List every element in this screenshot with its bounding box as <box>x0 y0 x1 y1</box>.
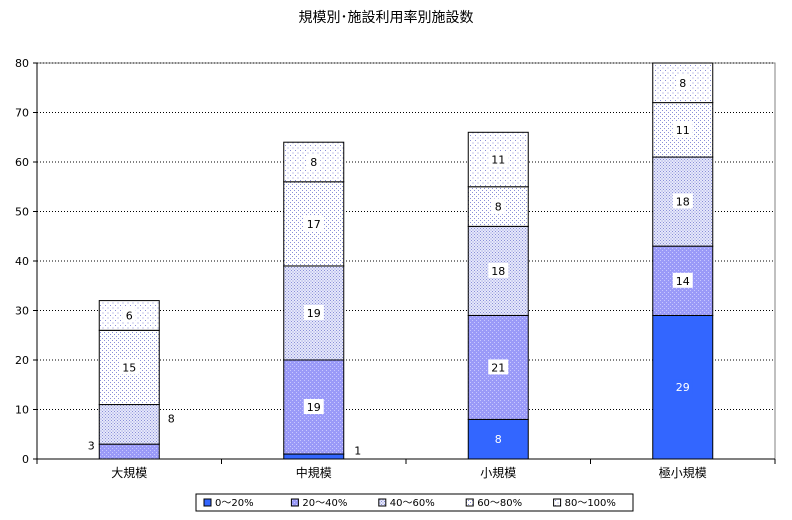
chart-title: 規模別･施設利用率別施設数 <box>299 9 474 26</box>
x-tick-label: 大規模 <box>111 465 147 480</box>
data-label: 8 <box>168 412 175 425</box>
data-label-bg <box>491 198 505 214</box>
data-label-bg <box>119 359 140 375</box>
x-tick-label: 中規模 <box>296 465 332 480</box>
data-label-bg <box>672 379 693 395</box>
axes: 0 10 20 30 40 50 60 70 80 大規模 中規模 小規模 極小規模 <box>15 57 776 480</box>
y-tick-label: 0 <box>22 453 29 466</box>
y-tick-label: 40 <box>15 255 29 268</box>
data-label-bg <box>303 215 324 231</box>
data-label: 19 <box>307 401 321 414</box>
bars <box>98 62 714 460</box>
bar-segment <box>98 404 160 445</box>
data-label: 21 <box>491 361 505 374</box>
legend-swatch <box>203 498 212 507</box>
data-label-bg <box>303 399 324 415</box>
data-label-bg <box>303 304 324 320</box>
x-tick-label: 小規模 <box>480 465 516 480</box>
data-label-bg <box>488 359 509 375</box>
legend-label: 80～100% <box>565 498 616 509</box>
legend-swatch <box>378 498 387 507</box>
data-label: 8 <box>310 156 317 169</box>
data-label: 29 <box>676 381 690 394</box>
legend-swatch <box>465 498 474 507</box>
data-label-bg <box>488 262 509 278</box>
legend-box <box>195 493 634 512</box>
y-tick-label: 50 <box>15 206 29 219</box>
legend: 0～20% 20～40% 40～60% 60～80% 80～100% <box>195 493 634 512</box>
legend-swatch <box>553 498 562 507</box>
y-tick-label: 10 <box>15 404 29 417</box>
data-label: 3 <box>88 440 95 453</box>
data-label: 18 <box>676 196 690 209</box>
bar-segment <box>98 443 160 460</box>
y-tick-label: 70 <box>15 107 29 120</box>
data-label: 6 <box>126 309 133 322</box>
data-label: 19 <box>307 307 321 320</box>
data-label-bg <box>122 307 136 323</box>
data-label-bg <box>672 121 693 137</box>
data-label: 15 <box>122 361 136 374</box>
bar-segment <box>283 453 345 460</box>
data-label-bg <box>307 154 321 169</box>
y-tick-label: 20 <box>15 354 29 367</box>
data-label: 1 <box>354 445 361 458</box>
data-label: 8 <box>679 77 686 90</box>
legend-label: 20～40% <box>302 498 347 509</box>
y-tick-label: 80 <box>15 57 29 70</box>
data-label: 8 <box>495 201 502 214</box>
y-tick-label: 60 <box>15 156 29 169</box>
gridlines <box>36 62 776 460</box>
y-tick-label: 30 <box>15 305 29 318</box>
legend-label: 60～80% <box>477 498 522 509</box>
data-label-bg <box>488 151 509 167</box>
legend-swatch <box>290 498 299 507</box>
legend-label: 40～60% <box>390 498 435 509</box>
data-label: 11 <box>491 154 505 167</box>
data-label-bg <box>491 431 505 447</box>
data-label-bg <box>676 74 690 90</box>
data-label: 18 <box>491 265 505 278</box>
data-label-bg <box>672 272 693 288</box>
data-label: 17 <box>307 218 321 231</box>
data-label: 8 <box>495 433 502 446</box>
data-label: 14 <box>676 275 690 288</box>
x-tick-label: 極小規模 <box>659 465 707 480</box>
data-label-bg <box>672 193 693 209</box>
data-label: 11 <box>676 124 690 137</box>
legend-label: 0～20% <box>215 498 254 509</box>
